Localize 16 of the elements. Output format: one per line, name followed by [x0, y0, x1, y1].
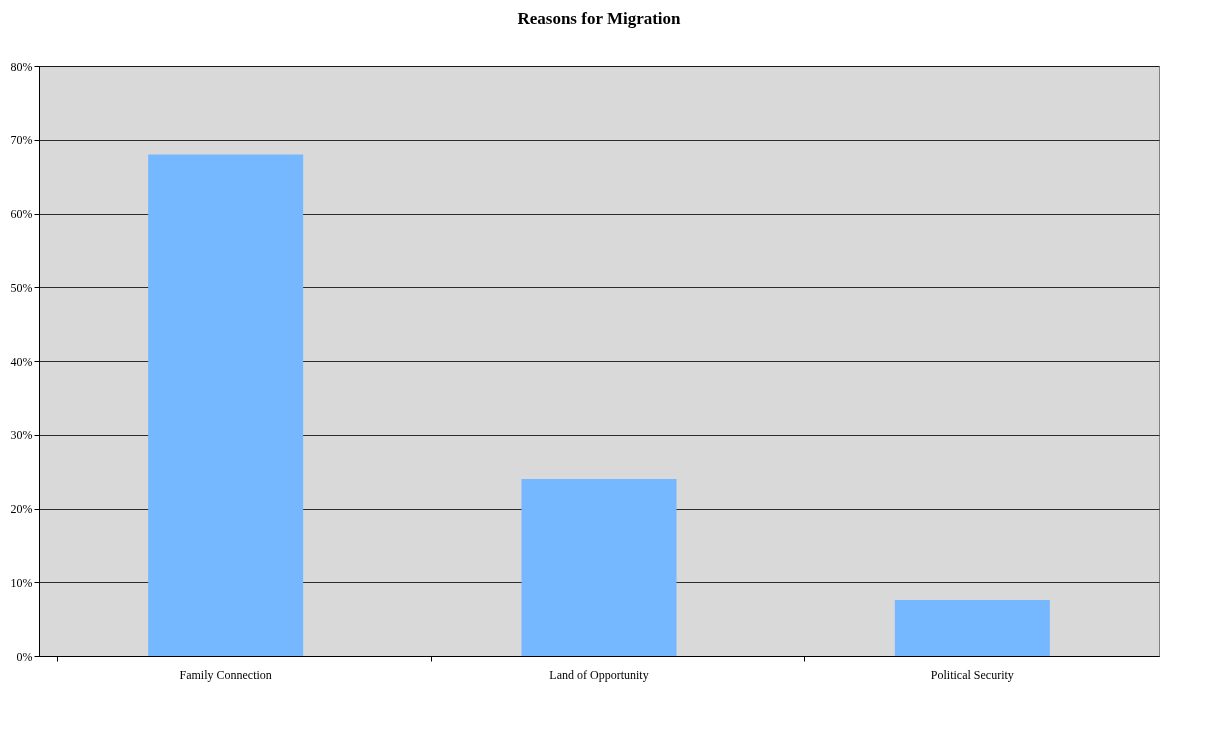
y-tick-label: 30%	[10, 428, 33, 443]
y-tick-label: 60%	[10, 207, 33, 221]
x-tick-label: Political Security	[930, 667, 1014, 682]
x-tick-label: Family Connection	[179, 667, 272, 682]
y-tick-label: 40%	[10, 354, 33, 369]
chart-title: Reasons for Migration	[517, 9, 682, 28]
y-tick-label: 50%	[10, 280, 33, 295]
bar	[894, 599, 1050, 656]
x-tick-label: Land of Opportunity	[549, 667, 649, 682]
y-tick-label: 0%	[16, 649, 33, 664]
y-tick-label: 10%	[10, 575, 33, 590]
y-tick-label: 70%	[10, 133, 33, 148]
y-tick-label: 20%	[10, 502, 33, 516]
bar	[148, 154, 304, 656]
bar	[521, 479, 677, 656]
y-tick-label: 80%	[10, 59, 33, 74]
